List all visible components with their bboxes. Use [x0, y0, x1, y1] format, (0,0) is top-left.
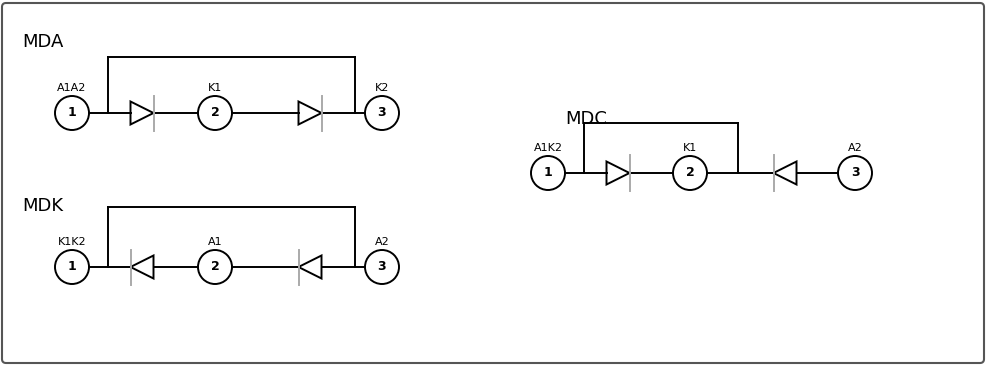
Circle shape: [365, 96, 398, 130]
Text: MDC: MDC: [564, 110, 606, 128]
Circle shape: [837, 156, 871, 190]
Text: A2: A2: [375, 237, 389, 247]
Text: MDA: MDA: [22, 33, 63, 51]
Text: 1: 1: [68, 261, 76, 273]
Text: 2: 2: [210, 107, 219, 119]
Text: K1: K1: [682, 143, 696, 153]
Text: A1A2: A1A2: [57, 83, 87, 93]
Text: 2: 2: [685, 166, 694, 180]
FancyBboxPatch shape: [2, 3, 983, 363]
Circle shape: [198, 250, 232, 284]
Text: 3: 3: [378, 261, 386, 273]
Circle shape: [365, 250, 398, 284]
Text: A2: A2: [847, 143, 862, 153]
Circle shape: [198, 96, 232, 130]
Text: K1: K1: [208, 83, 222, 93]
Text: 1: 1: [68, 107, 76, 119]
Circle shape: [530, 156, 564, 190]
Text: 3: 3: [378, 107, 386, 119]
Text: K2: K2: [375, 83, 388, 93]
Circle shape: [55, 96, 89, 130]
Text: 1: 1: [543, 166, 552, 180]
Circle shape: [55, 250, 89, 284]
Text: 2: 2: [210, 261, 219, 273]
Text: K1K2: K1K2: [57, 237, 86, 247]
Text: 3: 3: [850, 166, 859, 180]
Text: MDK: MDK: [22, 197, 63, 215]
Text: A1: A1: [207, 237, 222, 247]
Text: A1K2: A1K2: [533, 143, 562, 153]
Circle shape: [672, 156, 706, 190]
